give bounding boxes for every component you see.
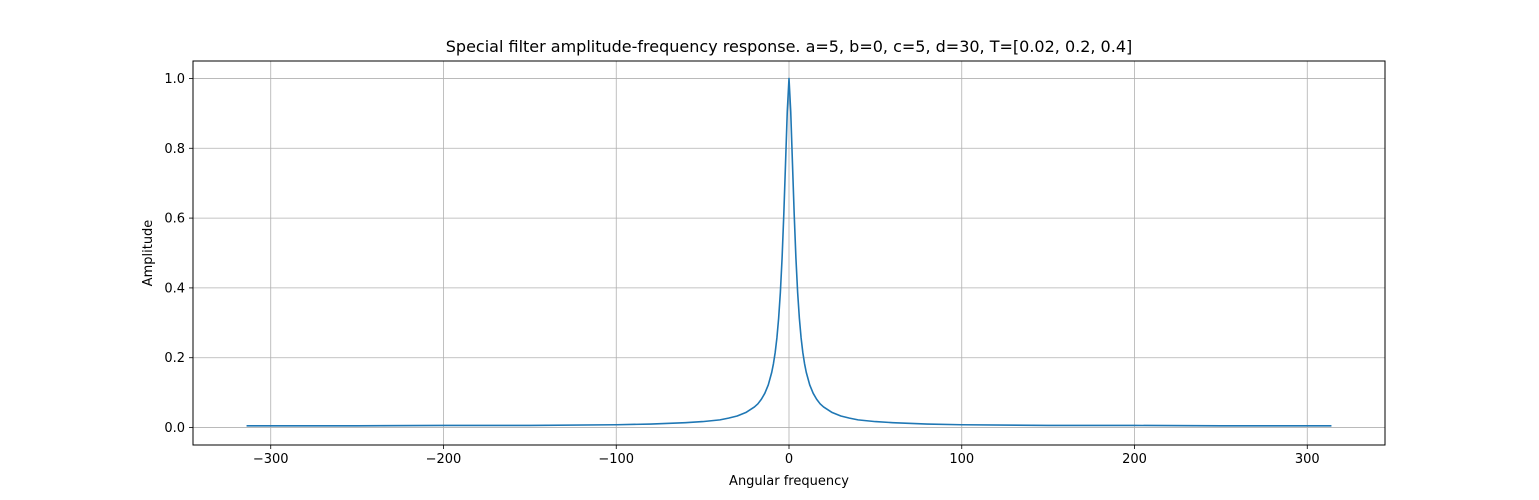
x-tick-label: −200 — [426, 452, 462, 467]
x-tick-label: 200 — [1122, 452, 1147, 467]
x-tick-label: −100 — [598, 452, 634, 467]
x-tick-label: −300 — [253, 452, 289, 467]
plot-area — [246, 77, 1332, 427]
grid — [193, 61, 1385, 445]
x-tick-label: 0 — [785, 452, 793, 467]
x-tick-label: 300 — [1295, 452, 1320, 467]
chart-title: Special filter amplitude-frequency respo… — [446, 37, 1133, 56]
y-tick-label: 0.2 — [164, 351, 185, 366]
ticks: −300 −200 −100 0 100 200 300 0.0 0.2 0.4 0.6 0.8 1.0 — [164, 72, 1319, 467]
y-tick-label: 1.0 — [164, 72, 185, 87]
y-tick-label: 0.4 — [164, 281, 185, 296]
y-axis-label: Amplitude — [141, 220, 156, 287]
y-tick-label: 0.8 — [164, 142, 185, 157]
y-tick-label: 0.6 — [164, 212, 185, 227]
x-axis-label: Angular frequency — [729, 474, 849, 489]
x-tick-label: 100 — [949, 452, 974, 467]
series-line — [246, 77, 1332, 427]
y-tick-label: 0.0 — [164, 421, 185, 436]
